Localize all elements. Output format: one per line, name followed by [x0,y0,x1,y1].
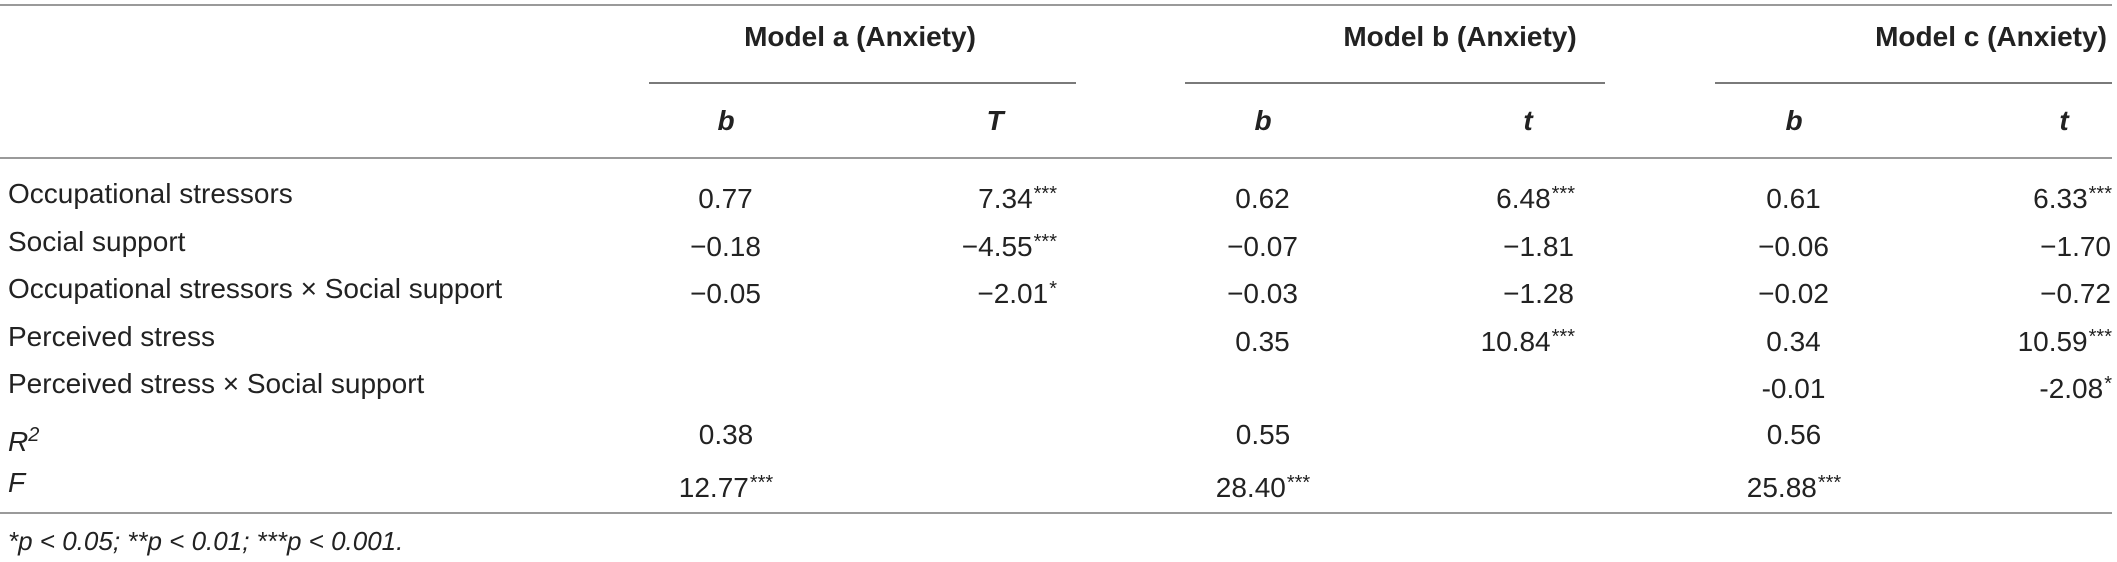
cell-value: 7.34 [978,183,1033,214]
f-value-b-num: 28.40 [1215,472,1286,503]
table-cell: 7.34*** [978,177,1057,216]
table-cell: 0.34 [1766,320,1822,359]
f-value-b-stars: *** [1286,472,1311,494]
table-cell: −0.02 [1758,272,1830,311]
header-rule [0,157,2112,159]
subheader-c-t: t [2059,105,2069,136]
table-cell: −1.81 [1503,225,1575,264]
top-rule [0,4,2112,6]
table-cell: −0.18 [690,225,762,264]
f-value-a: 12.77*** [679,466,773,505]
table-cell: 10.84*** [1481,320,1575,359]
cell-value: −0.02 [1758,278,1829,309]
cell-value: −2.01 [977,278,1049,309]
table-cell: 6.33*** [2033,177,2112,216]
r2-label: R2 [8,418,39,459]
model-b-header: Model b (Anxiety) [1343,21,1577,52]
r2-label-sup: 2 [28,424,40,446]
table-cell: −0.06 [1758,225,1830,264]
cell-value: 10.59 [2017,326,2088,357]
table-cell: −0.72 [2040,272,2112,311]
f-value-c: 25.88*** [1747,466,1841,505]
significance-stars: *** [1551,326,1575,348]
table-cell: −2.01* [977,272,1057,311]
cell-value: 10.84 [1480,326,1551,357]
cell-value: 0.34 [1766,326,1821,357]
significance-stars: *** [1033,183,1057,205]
model-c-underline [1715,82,2112,84]
significance-stars: * [2104,373,2112,395]
cell-value: −1.70 [2040,231,2111,262]
cell-value: −0.18 [690,231,761,262]
table-cell: 10.59*** [2018,320,2112,359]
table-cell [1056,367,1057,406]
significance-stars: *** [2088,326,2112,348]
subheader-a-b: b [717,105,735,136]
table-cell: −0.07 [1227,225,1299,264]
cell-value: −0.03 [1227,278,1298,309]
cell-value: 6.48 [1496,183,1551,214]
cell-value: −0.06 [1758,231,1829,262]
f-value-a-stars: *** [749,472,774,494]
f-value-c-num: 25.88 [1746,472,1817,503]
table-cell: 0.62 [1235,177,1291,216]
row-label: Perceived stress × Social support [8,368,425,399]
row-label: Social support [8,226,186,257]
table-cell: 0.77 [698,177,754,216]
row-label: Occupational stressors × Social support [8,273,503,304]
footnote: *p < 0.05; **p < 0.01; ***p < 0.001. [8,526,404,556]
cell-value: −0.05 [690,278,761,309]
cell-value: −1.81 [1503,231,1574,262]
f-value-a-num: 12.77 [678,472,749,503]
table-cell [726,367,727,406]
cell-value: 0.61 [1766,183,1821,214]
significance-stars: *** [1551,183,1575,205]
table-cell: 6.48*** [1496,177,1575,216]
table-cell [1263,367,1264,406]
significance-stars: *** [2088,183,2112,205]
model-b-underline [1185,82,1605,84]
model-c-header: Model c (Anxiety) [1875,21,2107,52]
r2-value-a: 0.38 [698,419,754,450]
cell-value: 0.77 [698,183,753,214]
r2-value-b: 0.55 [1235,419,1291,450]
cell-value: -2.08 [2039,373,2104,404]
subheader-c-b: b [1785,105,1803,136]
subheader-b-b: b [1254,105,1272,136]
significance-stars: * [1049,278,1057,300]
table-cell: −0.05 [690,272,762,311]
cell-value: −0.72 [2040,278,2111,309]
cell-value: −4.55 [961,231,1033,262]
table-cell [1056,320,1057,359]
model-a-underline [649,82,1076,84]
significance-stars: *** [1033,231,1057,253]
r2-label-main: R [8,426,29,457]
f-value-b: 28.40*** [1216,466,1310,505]
r2-value-c: 0.56 [1766,419,1822,450]
f-label: F [8,467,26,498]
row-label: Perceived stress [8,321,215,352]
row-label: Occupational stressors [8,178,293,209]
table-cell: 0.35 [1235,320,1291,359]
cell-value: 0.35 [1235,326,1290,357]
table-cell: −4.55*** [962,225,1057,264]
subheader-b-t: t [1523,105,1533,136]
cell-value: −1.28 [1503,278,1574,309]
subheader-a-t: T [986,105,1004,136]
table-cell [1574,367,1575,406]
model-a-header: Model a (Anxiety) [744,21,976,52]
cell-value: −0.07 [1227,231,1298,262]
table-cell: −0.03 [1227,272,1299,311]
cell-value: 6.33 [2033,183,2088,214]
cell-value: -0.01 [1761,373,1826,404]
table-cell: -2.08* [2039,367,2112,406]
table-cell: −1.70 [2040,225,2112,264]
table-cell: −1.28 [1503,272,1575,311]
cell-value: 0.62 [1235,183,1290,214]
table-cell: -0.01 [1762,367,1827,406]
f-value-c-stars: *** [1817,472,1842,494]
table-cell: 0.61 [1766,177,1822,216]
table-cell [726,320,727,359]
bottom-rule [0,512,2112,514]
